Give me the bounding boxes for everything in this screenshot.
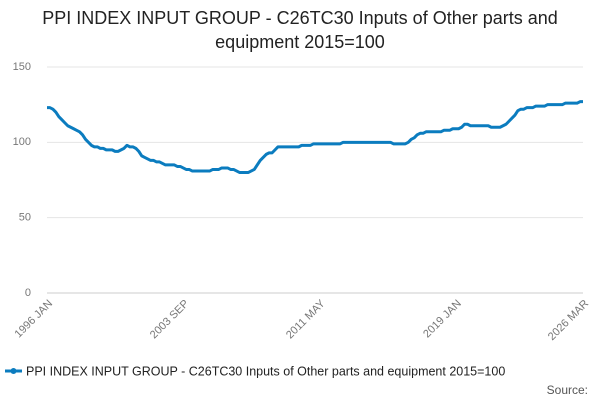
y-tick-label: 100 (13, 136, 31, 148)
x-tick-label: 2026 MAR (546, 298, 591, 343)
y-tick-label: 50 (19, 212, 31, 224)
series-line (47, 100, 583, 174)
x-tick-label: 2019 JAN (421, 298, 464, 341)
x-tick-label: 1996 JAN (13, 298, 56, 341)
x-tick-label: 2011 MAY (284, 297, 328, 341)
source: Source: (547, 383, 588, 397)
x-tick-label: 2003 SEP (148, 298, 192, 342)
chart-title: PPI INDEX INPUT GROUP - C26TC30 Inputs o… (42, 8, 558, 52)
y-tick-label: 0 (25, 287, 31, 299)
y-tick-label: 150 (13, 61, 31, 73)
legend-marker (10, 368, 17, 374)
legend-label: PPI INDEX INPUT GROUP - C26TC30 Inputs o… (26, 364, 505, 378)
